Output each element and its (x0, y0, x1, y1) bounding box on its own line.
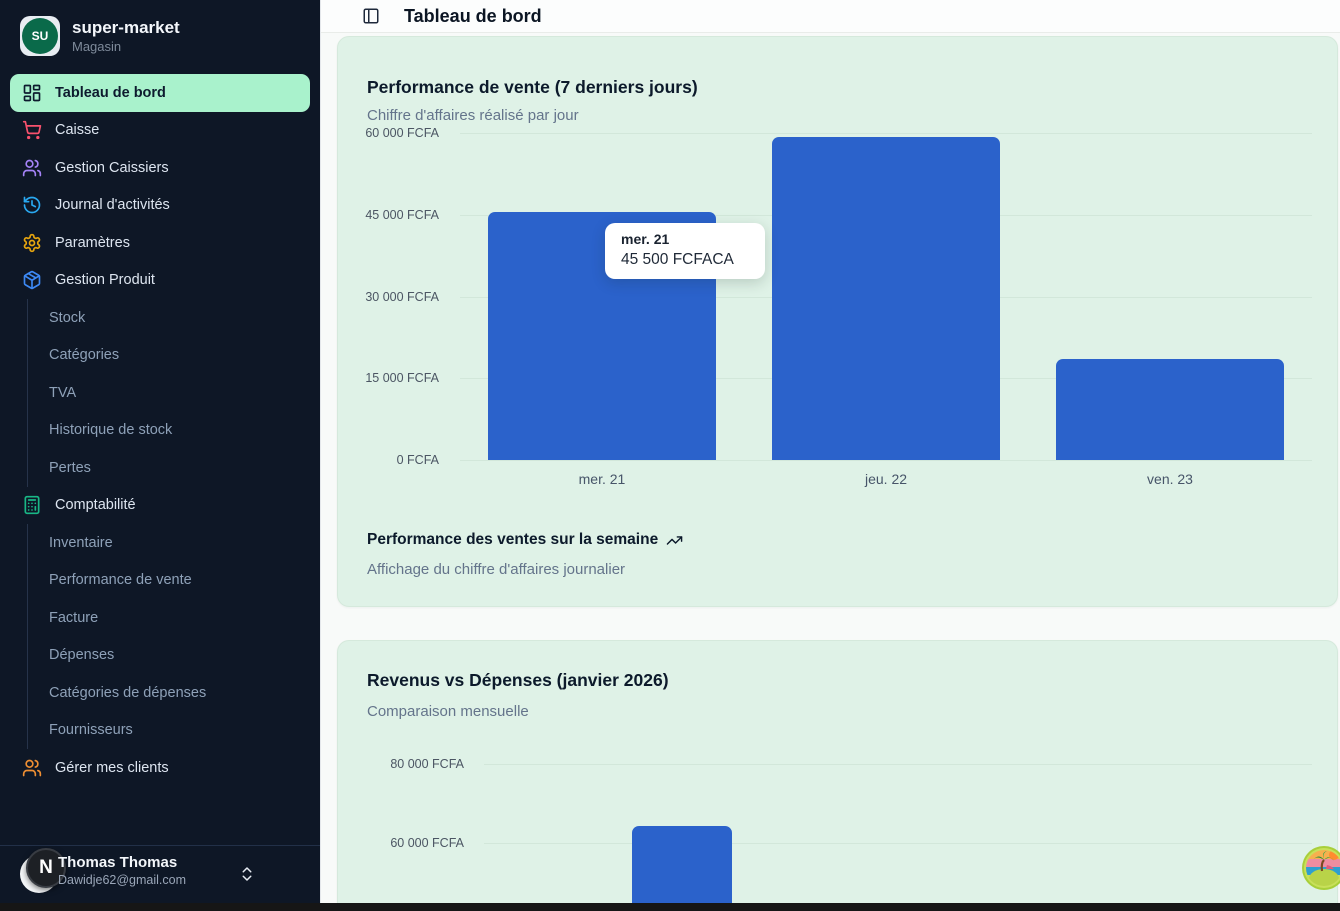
sidebar-item-gestion-produit[interactable]: Gestion Produit (0, 262, 320, 300)
y-axis-tick-label: 80 000 FCFA (390, 757, 464, 771)
sidebar-item-label: Performance de vente (49, 572, 192, 589)
x-axis-tick-label: jeu. 22 (864, 471, 908, 487)
sidebar-item-parametres[interactable]: Paramètres (0, 224, 320, 262)
sidebar-item-label: Inventaire (49, 534, 113, 551)
sidebar-item-caisse[interactable]: Caisse (0, 112, 320, 150)
card-title: Revenus vs Dépenses (janvier 2026) (367, 670, 669, 690)
sidebar-item-label: Journal d'activités (55, 197, 170, 214)
sidebar-item-label: Caisse (55, 122, 100, 139)
user-name: Thomas Thomas (58, 854, 178, 871)
sidebar-nav: Tableau de bord Caisse Gestion Caissiers… (0, 74, 320, 787)
bar-jeu. 22 (772, 136, 1000, 460)
sidebar-item-fournisseurs[interactable]: Fournisseurs (0, 711, 320, 750)
layout-dashboard-icon (23, 84, 41, 102)
y-axis-tick-label: 30 000 FCFA (365, 289, 439, 304)
y-axis-tick-label: 45 000 FCFA (365, 207, 439, 222)
chevrons-up-down-icon[interactable] (238, 862, 256, 886)
sidebar-item-categories-de-depenses[interactable]: Catégories de dépenses (0, 674, 320, 712)
user-email: Dawidje62@gmail.com (58, 873, 187, 887)
tropical-island-icon (1302, 846, 1340, 890)
sidebar-user-footer[interactable]: N Thomas Thomas Dawidje62@gmail.com (0, 845, 320, 903)
package-icon (23, 271, 41, 290)
sidebar-item-label: Fournisseurs (49, 722, 133, 739)
brand-subtitle: Magasin (72, 38, 122, 54)
card-subtitle: Chiffre d'affaires réalisé par jour (367, 107, 579, 124)
sidebar-item-label: Tableau de bord (55, 84, 166, 101)
users-icon (22, 159, 42, 177)
sidebar-item-label: Pertes (49, 459, 91, 476)
sidebar-item-label: TVA (49, 384, 77, 401)
y-axis-tick-label: 0 FCFA (396, 453, 439, 467)
calculator-icon (24, 496, 40, 515)
sidebar-item-inventaire[interactable]: Inventaire (0, 524, 320, 562)
sidebar-item-label: Gérer mes clients (55, 759, 169, 776)
sidebar-item-label: Gestion Caissiers (55, 159, 169, 176)
brand: SU super-market Magasin (0, 0, 320, 72)
x-axis-tick-label: mer. 21 (578, 471, 626, 487)
y-axis-tick-label: 60 000 FCFA (390, 836, 464, 850)
x-axis-tick-label: ven. 23 (1147, 471, 1193, 487)
daily-sales-bar-chart: 0 FCFA 15 000 FCFA 30 000 FCFA 45 000 FCFA 6… (338, 37, 1337, 606)
sidebar: SU super-market Magasin Tableau de bord … (0, 0, 320, 911)
sidebar-item-historique-de-stock[interactable]: Historique de stock (0, 411, 320, 450)
card-footer-title-text: Performance des ventes sur la semaine (367, 531, 659, 548)
brand-logo: SU (20, 16, 60, 56)
card-footer-title: Performance des ventes sur la semaine (367, 531, 683, 549)
sidebar-item-label: Historique de stock (49, 422, 173, 439)
sidebar-item-tableau-de-bord[interactable]: Tableau de bord (10, 74, 310, 112)
tooltip-value: 45 500 FCFACA (621, 251, 734, 268)
y-axis-tick-label: 15 000 FCFA (365, 371, 439, 386)
card-footer-subtitle: Affichage du chiffre d'affaires journali… (367, 561, 626, 578)
sidebar-item-label: Catégories (49, 347, 120, 364)
sidebar-item-journal-activites[interactable]: Journal d'activités (0, 187, 320, 225)
sidebar-item-stock[interactable]: Stock (0, 299, 320, 337)
chart-gridline (460, 133, 1312, 134)
avatar-badge: N (26, 848, 66, 888)
page-title: Tableau de bord (404, 5, 542, 26)
y-axis-tick-label: 60 000 FCFA (365, 126, 439, 140)
users-icon (22, 759, 42, 777)
sidebar-item-gerer-mes-clients[interactable]: Gérer mes clients (0, 749, 320, 787)
chart-gridline (484, 764, 1312, 765)
sidebar-item-label: Catégories de dépenses (49, 684, 207, 701)
tooltip-category: mer. 21 (621, 231, 670, 247)
sidebar-item-depenses[interactable]: Dépenses (0, 636, 320, 675)
sidebar-item-label: Stock (49, 309, 86, 326)
bottom-black-bar (0, 903, 1340, 911)
main-content: Tableau de bord Performance de vente (7 … (320, 0, 1340, 911)
chart-gridline (484, 843, 1312, 844)
sidebar-item-performance-de-vente[interactable]: Performance de vente (0, 561, 320, 600)
sidebar-item-gestion-caissiers[interactable]: Gestion Caissiers (0, 149, 320, 187)
sidebar-item-label: Paramètres (55, 234, 130, 251)
brand-initials: SU (22, 18, 58, 54)
sidebar-item-facture[interactable]: Facture (0, 599, 320, 637)
history-icon (23, 196, 41, 214)
brand-name: super-market (72, 18, 180, 38)
sidebar-item-categories[interactable]: Catégories (0, 336, 320, 375)
monthly-comparison-bar-chart: 80 000 FCFA 60 000 FCFA (338, 641, 1337, 903)
sidebar-item-comptabilite[interactable]: Comptabilité (0, 487, 320, 525)
shopping-cart-icon (22, 121, 42, 140)
sidebar-item-pertes[interactable]: Pertes (0, 449, 320, 487)
trending-up-icon (666, 535, 683, 545)
revenue-vs-expenses-card: Revenus vs Dépenses (janvier 2026) Compa… (337, 640, 1338, 903)
sidebar-item-tva[interactable]: TVA (0, 374, 320, 412)
sidebar-item-label: Gestion Produit (55, 272, 155, 289)
card-subtitle: Comparaison mensuelle (367, 703, 529, 720)
island-floating-button[interactable] (1301, 845, 1340, 891)
sidebar-item-label: Facture (49, 609, 99, 626)
sidebar-item-label: Dépenses (49, 647, 115, 664)
gear-icon (23, 233, 41, 252)
chart-tooltip: mer. 21 45 500 FCFACA (605, 223, 765, 279)
chart-gridline (460, 460, 1312, 461)
bar-(label cut off at viewport bottom) (632, 826, 732, 903)
bar-ven. 23 (1056, 359, 1284, 460)
top-bar: Tableau de bord (321, 0, 1340, 33)
sidebar-item-label: Comptabilité (55, 497, 136, 514)
sidebar-toggle-icon[interactable] (362, 7, 380, 25)
sales-performance-card: Performance de vente (7 derniers jours) … (337, 36, 1338, 607)
card-title: Performance de vente (7 derniers jours) (367, 77, 698, 97)
